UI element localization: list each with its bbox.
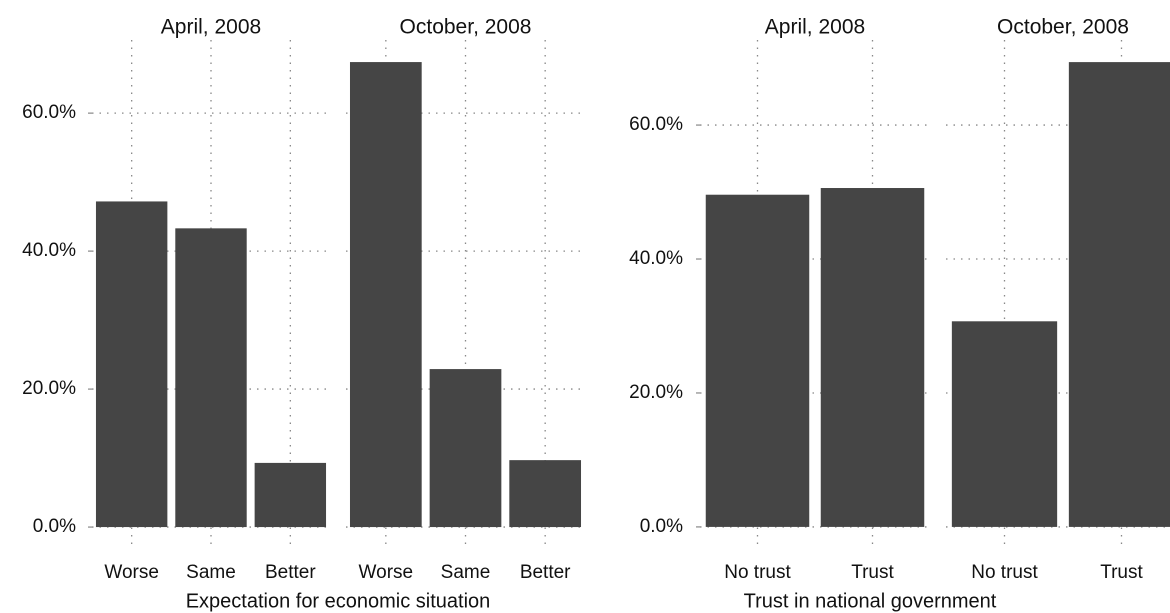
bar: [95, 201, 168, 528]
x-tick-label: Better: [520, 562, 571, 583]
x-tick-label: Same: [441, 562, 491, 583]
x-tick-label: Same: [186, 562, 236, 583]
y-tick-label: 20.0%: [22, 378, 76, 399]
panel-title: October, 2008: [400, 16, 532, 39]
bar: [509, 460, 582, 528]
y-tick-label: 0.0%: [33, 516, 76, 537]
x-tick-label: Trust: [851, 562, 894, 583]
bar: [705, 194, 810, 527]
bar: [820, 188, 925, 527]
x-tick-label: No trust: [724, 562, 791, 583]
panel-title: April, 2008: [161, 16, 261, 39]
y-tick-label: 60.0%: [22, 102, 76, 123]
x-axis-title: Expectation for economic situation: [186, 590, 491, 612]
y-tick-label: 60.0%: [629, 114, 683, 135]
x-tick-label: Better: [265, 562, 316, 583]
x-tick-label: Worse: [359, 562, 414, 583]
x-tick-label: Trust: [1100, 562, 1143, 583]
y-tick-label: 40.0%: [22, 240, 76, 261]
bar: [429, 369, 502, 528]
panel-title: April, 2008: [765, 16, 865, 39]
bar: [254, 462, 327, 528]
bar: [349, 62, 422, 528]
chart: 0.0% 20.0% 40.0% 60.0% April, 2008 No trust Tr…: [629, 16, 1170, 612]
x-axis-title: Trust in national government: [744, 590, 997, 612]
y-tick-label: 0.0%: [640, 516, 683, 537]
bar: [951, 321, 1058, 527]
y-tick-label: 40.0%: [629, 248, 683, 269]
x-tick-label: Worse: [104, 562, 159, 583]
y-tick-label: 20.0%: [629, 382, 683, 403]
chart: 0.0% 20.0% 40.0% 60.0% April, 2008 Worse Same B…: [22, 16, 585, 612]
panel-title: October, 2008: [997, 16, 1129, 39]
bar: [175, 228, 247, 528]
x-tick-label: No trust: [971, 562, 1038, 583]
bar: [1068, 62, 1170, 527]
